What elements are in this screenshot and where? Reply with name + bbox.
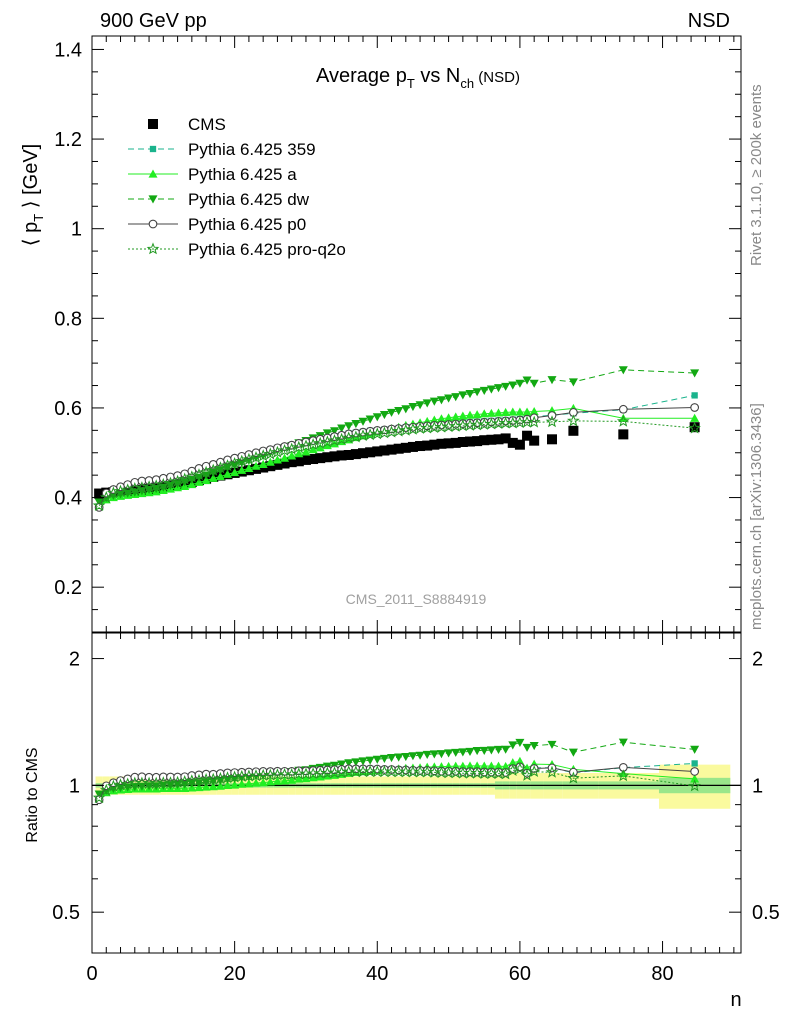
pythia-359-ratio-point	[691, 760, 697, 766]
ratio-y-tick-label: 0.5	[52, 902, 80, 924]
pythia-dw-ratio-point	[690, 746, 699, 754]
legend-label: Pythia 6.425 p0	[188, 215, 306, 234]
pythia-dw-point	[508, 381, 517, 389]
header-right: NSD	[688, 10, 730, 32]
pythia-dw-ratio-point	[508, 741, 517, 749]
legend-label: Pythia 6.425 359	[188, 140, 316, 159]
pythia-dw-point	[451, 393, 460, 401]
main-plot-area	[94, 366, 700, 511]
pythia-pro-q2o-line	[99, 421, 695, 506]
pythia-dw-point	[480, 387, 489, 395]
pythia-dw-point	[569, 378, 578, 386]
pythia-dw-point	[408, 403, 417, 411]
pythia-dw-point	[373, 413, 382, 421]
pythia-p0-ratio-point	[691, 768, 699, 776]
axes: 0 20 40 60 80 0.2 0.4 0.6 0.8 1 1.2 1.4 0.5 0.5 1 1 2 2	[52, 36, 780, 985]
pythia-dw-ratio-point	[373, 756, 382, 764]
y-tick-label: 0.2	[54, 577, 82, 599]
y-tick-label: 0.6	[54, 398, 82, 420]
pythia-dw-ratio-point	[548, 741, 557, 749]
pythia-p0-line	[99, 407, 695, 507]
pythia-p0-point	[619, 405, 627, 413]
legend: CMS Pythia 6.425 359 Pythia 6.425 a Pythia …	[128, 115, 346, 259]
legend-label: Pythia 6.425 a	[188, 165, 297, 184]
y-tick-label: 0.8	[54, 308, 82, 330]
pythia-dw-ratio-point	[523, 744, 532, 752]
pythia-p0-point	[691, 404, 699, 412]
x-tick-label: 60	[509, 963, 531, 985]
x-tick-label: 0	[86, 963, 97, 985]
x-tick-label: 40	[366, 963, 388, 985]
pythia-a-line	[99, 408, 695, 506]
pythia-dw-ratio-point	[423, 751, 432, 759]
pythia-dw-point	[458, 391, 467, 399]
pythia-dw-ratio-point	[501, 746, 510, 754]
pythia-dw-ratio-point	[444, 749, 453, 757]
ratio-y-axis-label: Ratio to CMS	[24, 747, 41, 842]
legend-label: Pythia 6.425 pro-q2o	[188, 240, 346, 259]
x-axis-label: n	[730, 989, 741, 1011]
x-tick-label: 80	[651, 963, 673, 985]
legend-marker	[149, 220, 157, 228]
legend-label: Pythia 6.425 dw	[188, 190, 310, 209]
ratio-y-tick-label: 1	[69, 775, 80, 797]
pythia-dw-point	[530, 380, 539, 388]
pythia-dw-point	[690, 369, 699, 377]
legend-marker	[150, 146, 156, 152]
pythia-dw-point	[487, 386, 496, 394]
pythia-359-point	[691, 392, 697, 398]
pythia-dw-ratio-point	[473, 747, 482, 755]
pythia-dw-point	[401, 405, 410, 413]
y-tick-label: 0.4	[54, 488, 82, 510]
pythia-dw-ratio-point	[569, 749, 578, 757]
y-tick-label: 1.2	[54, 129, 82, 151]
cms-point	[547, 434, 557, 444]
pythia-dw-point	[387, 409, 396, 417]
rivet-note: Rivet 3.1.10, ≥ 200k events	[748, 84, 765, 266]
pythia-dw-ratio-point	[394, 754, 403, 762]
pythia-dw-point	[366, 416, 375, 424]
ratio-y-tick-label: 2	[69, 649, 80, 671]
pythia-pro-q2o-point	[568, 416, 578, 426]
pythia-dw-ratio-point	[530, 742, 539, 750]
ratio-y-tick-label-right: 0.5	[752, 902, 780, 924]
pythia-dw-point	[380, 411, 389, 419]
header-left: 900 GeV pp	[100, 10, 207, 32]
y-tick-label: 1	[71, 219, 82, 241]
legend-marker	[148, 119, 158, 129]
pythia-dw-point	[430, 398, 439, 406]
chart-title: Average pT vs Nch (NSD)	[316, 65, 520, 91]
x-tick-label: 20	[224, 963, 246, 985]
watermark: CMS_2011_S8884919	[346, 591, 487, 607]
pythia-dw-point	[351, 420, 360, 428]
pythia-dw-point	[359, 418, 368, 426]
cms-point	[618, 429, 628, 439]
ratio-y-tick-label-right: 2	[752, 649, 763, 671]
pythia-dw-ratio-point	[515, 739, 524, 747]
pythia-dw-point	[344, 422, 353, 430]
legend-label: CMS	[188, 115, 226, 134]
pythia-dw-ratio-point	[451, 749, 460, 757]
y-axis-label: ⟨ pT ⟩ [GeV]	[20, 144, 46, 247]
y-tick-label: 1.4	[54, 39, 82, 61]
mcplots-note: mcplots.cern.ch [arXiv:1306.3436]	[748, 403, 765, 630]
pythia-dw-ratio-point	[401, 753, 410, 761]
cms-point	[529, 436, 539, 446]
ratio-y-tick-label-right: 1	[752, 775, 763, 797]
pythia-dw-ratio-point	[494, 746, 503, 754]
cms-point	[568, 426, 578, 436]
cms-point	[515, 440, 525, 450]
